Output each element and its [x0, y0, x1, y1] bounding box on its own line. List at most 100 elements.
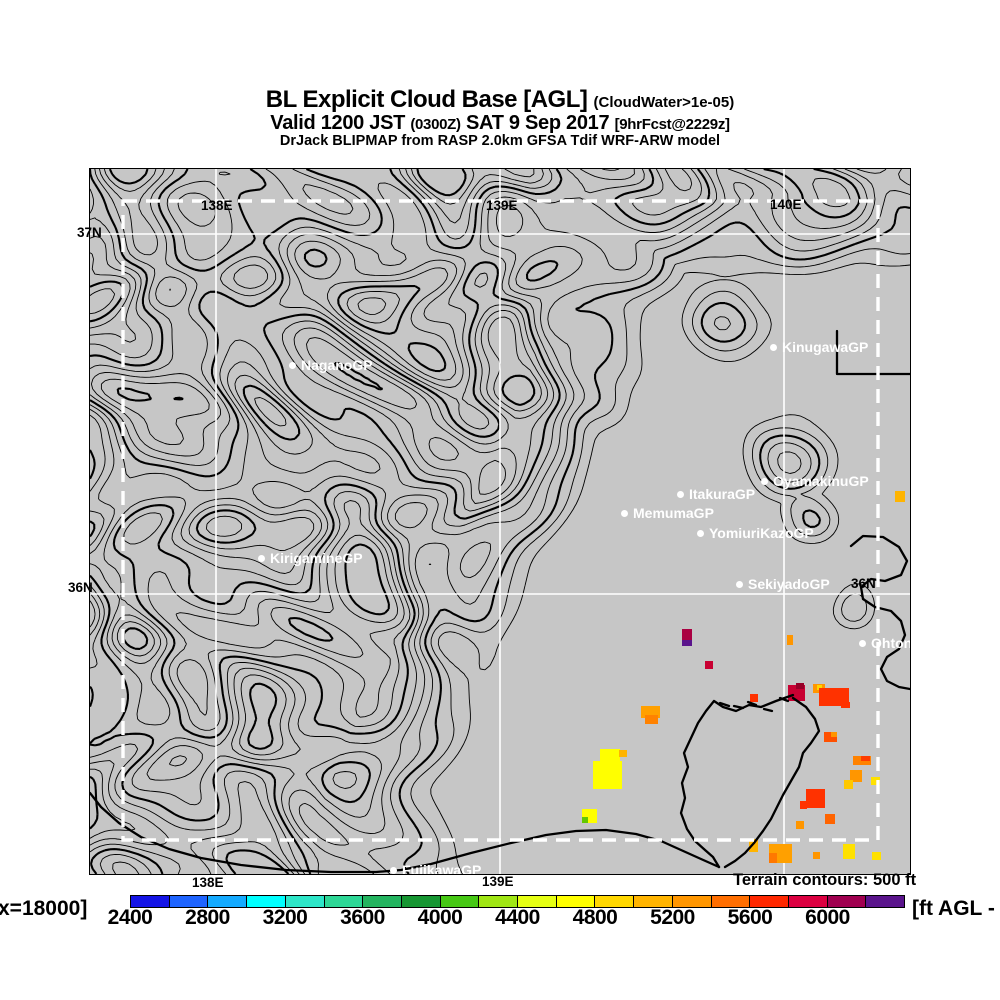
cloudbase-cell	[769, 853, 777, 863]
colorbar-segment	[208, 896, 248, 907]
terrain-contour-level	[90, 205, 910, 874]
colorbar-label: 4000	[417, 906, 463, 929]
cloudbase-cell	[619, 750, 627, 757]
colorbar-segment	[401, 896, 441, 907]
cloudbase-cell	[800, 801, 807, 809]
colorbar-segment	[711, 896, 751, 907]
station-label: FujikawaGP	[402, 862, 482, 875]
cloudbase-cell	[817, 685, 822, 690]
colorbar-label: 3600	[340, 906, 385, 929]
colorbar-segment	[866, 896, 905, 907]
terrain-contour-level	[357, 262, 910, 874]
boundary-path	[718, 696, 790, 713]
cloudbase-cell	[796, 683, 804, 689]
grid-label-138e: 138E	[201, 198, 233, 213]
cloudbase-cell	[844, 780, 853, 789]
colorbar-label: 4800	[572, 906, 618, 929]
station-memumagp: MemumaGP	[621, 506, 714, 520]
station-dot	[859, 639, 866, 647]
cloudbase-cell	[871, 777, 880, 785]
station-dot	[677, 490, 684, 498]
max-value-clipped-text: x=18000]	[0, 897, 88, 920]
colorbar-segment	[363, 896, 402, 907]
station-naganogp: NaganoGP	[289, 358, 373, 372]
station-dot	[761, 477, 768, 485]
station-label: ItakuraGP	[689, 486, 756, 502]
colorbar-label: 3200	[262, 906, 308, 929]
page-title: BL Explicit Cloud Base [AGL] (CloudWater…	[0, 86, 1000, 114]
station-itakuragp: ItakuraGP	[677, 487, 755, 501]
station-label: NaganoGP	[301, 357, 373, 373]
domain-dashed-border	[121, 199, 880, 842]
station-dot	[390, 866, 397, 874]
cloudbase-cell	[645, 715, 658, 724]
station-dot	[621, 509, 628, 517]
colorbar-segment	[595, 896, 635, 907]
colorbar-label: 2400	[107, 906, 153, 929]
cloudbase-cell	[750, 694, 758, 702]
cloudbase-cell	[850, 770, 862, 782]
colorbar-segment	[788, 896, 828, 907]
grid-label-140e: 140E	[770, 197, 802, 212]
station-label: OyamakinuGP	[773, 473, 869, 489]
cloudbase-cell	[819, 688, 849, 706]
station-label: OhtoneGP	[871, 635, 910, 651]
cloudbase-cell	[682, 640, 692, 646]
colorbar-segment	[324, 896, 364, 907]
colorbar-label: 6000	[805, 906, 850, 929]
station-dot	[289, 361, 296, 369]
cloudbase-cell	[796, 821, 804, 829]
colorbar-segment	[285, 896, 325, 907]
valid-pre: Valid 1200 JST	[270, 112, 406, 134]
colorbar-segment	[672, 896, 712, 907]
colorbar-label: 5200	[650, 906, 695, 929]
latlon-gridlines	[90, 169, 910, 874]
boundary-path	[90, 791, 721, 874]
cloudbase-cell	[831, 732, 837, 737]
terrain-contour-level	[90, 169, 536, 874]
bottom-axis-label-138e: 138E	[192, 875, 224, 890]
cloudbase-cell	[872, 852, 881, 860]
boundary-path	[835, 329, 910, 376]
grid-label-37n: 37N	[77, 225, 102, 240]
station-kirigaminegp: KirigamineGP	[258, 551, 363, 565]
valid-time-line: Valid 1200 JST (0300Z) SAT 9 Sep 2017 [9…	[0, 112, 1000, 135]
cloudbase-cell	[825, 814, 835, 824]
colorbar-label: 5600	[727, 906, 773, 929]
valid-zulu: (0300Z)	[410, 116, 461, 133]
grid-label-36n: 36N	[68, 580, 93, 595]
station-sekiyadogp: SekiyadoGP	[736, 577, 830, 591]
station-dot	[697, 529, 704, 537]
terrain-contour-level	[90, 169, 910, 874]
colorbar-segment	[247, 896, 286, 907]
station-label: YomiuriKazoGP	[709, 525, 814, 541]
station-dot	[258, 554, 265, 562]
cloudbase-cell	[582, 817, 588, 823]
terrain-contour-level	[90, 169, 693, 874]
cloudbase-cell	[824, 732, 837, 742]
colorbar-segment	[169, 896, 209, 907]
terrain-contours	[90, 169, 910, 874]
colorbar-label: 4400	[495, 906, 540, 929]
terrain-contour-level	[90, 169, 910, 874]
colorbar-segment	[827, 896, 867, 907]
domain-dashed-rect	[121, 199, 880, 842]
terrain-contour-level	[90, 169, 542, 874]
colorbar-segment	[131, 896, 170, 907]
map-canvas	[90, 169, 910, 874]
map-panel: NaganoGP KinugawaGP OyamakinuGP ItakuraGP Me…	[89, 168, 911, 875]
cloudbase-cell	[895, 491, 905, 502]
colorbar-segment	[440, 896, 480, 907]
cloudbase-cell	[749, 839, 758, 852]
station-dot	[770, 343, 777, 351]
terrain-contour-level	[90, 169, 861, 874]
grid-label-36n: 36N	[851, 576, 876, 591]
valid-date: SAT 9 Sep 2017	[466, 112, 610, 134]
station-yomiurikazogp: YomiuriKazoGP	[697, 526, 814, 540]
title-cloudwater-note: (CloudWater>1e-05)	[593, 94, 735, 111]
station-label: KinugawaGP	[782, 339, 869, 355]
cloudbase-cells	[582, 491, 905, 863]
cloudbase-cell	[861, 756, 870, 761]
terrain-contour-level	[90, 169, 868, 874]
colorbar-segment	[518, 896, 557, 907]
